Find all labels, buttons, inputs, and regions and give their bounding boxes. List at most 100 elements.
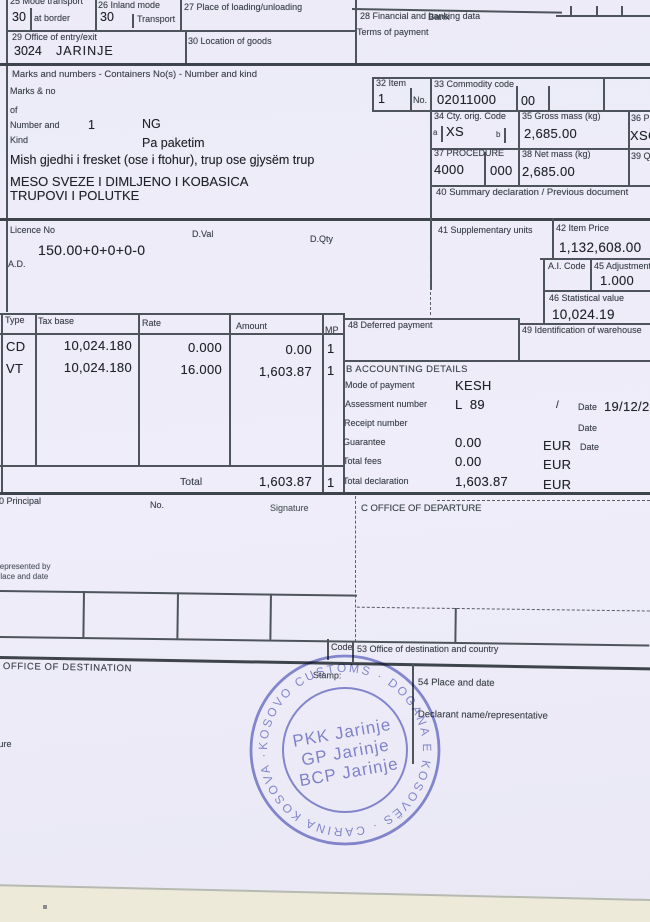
tax-col-amount: Amount (236, 321, 268, 331)
goods-description-albanian: Mish gjedhi i fresket (ose i ftohur), tr… (10, 153, 315, 167)
tax-total-mp: 1 (327, 475, 335, 490)
stamp-inner-ring (282, 687, 408, 813)
total-declaration-label: Total declaration (343, 476, 409, 486)
box33-commodity-code: 02011000 (437, 92, 497, 107)
marks-number-value: 1 (88, 118, 95, 132)
signature-label: Signature (270, 503, 309, 513)
goods-description-line1: MESO SVEZE I DIMLJENO I KOBASICA (10, 174, 249, 189)
grid-line (0, 313, 344, 315)
grid-line (322, 313, 324, 493)
grid-line (6, 0, 8, 312)
box38-label: 38 Net mass (kg) (522, 149, 591, 159)
box41-label: 41 Supplementary units (438, 225, 533, 235)
grid-line (518, 110, 520, 185)
marks-kind-label: Kind (10, 135, 29, 145)
tax-col-rate: Rate (142, 318, 162, 328)
grid-line (548, 86, 550, 110)
box32-value: 1 (378, 92, 385, 106)
box34-b-label: b (496, 130, 501, 139)
c-office-departure-label: C OFFICE OF DEPARTURE (361, 503, 482, 514)
assessment-number-value: L 89 (455, 397, 485, 412)
grid-line (176, 592, 179, 639)
accounting-title: B ACCOUNTING DETAILS (346, 364, 468, 375)
tax-row-type: CD (6, 339, 26, 354)
box34-a-label: a (433, 128, 438, 137)
box37-procedure-code: 4000 (434, 162, 465, 177)
licence-value: 150.00+0+0+0-0 (38, 242, 146, 258)
grid-line (372, 77, 650, 79)
box42-item-price: 1,132,608.00 (559, 240, 642, 255)
grid-line (355, 496, 356, 642)
grid-line (430, 185, 650, 187)
assessment-slash: / (556, 400, 560, 411)
tax-row-mp: 1 (327, 341, 335, 356)
tax-row-type: VT (6, 361, 24, 376)
assessment-date-value: 19/12/201 (604, 399, 650, 414)
marks-no-label: Marks & no (10, 86, 56, 96)
grid-line (504, 128, 506, 143)
box30-label: 30 Location of goods (188, 36, 272, 46)
grid-line (269, 593, 272, 640)
box29-label: 29 Office of entry/exit (12, 32, 97, 42)
grid-line (327, 639, 329, 660)
box28-terms-label: Terms of payment (357, 27, 429, 37)
tax-row-rate: 0.000 (187, 340, 222, 355)
grid-line (441, 126, 443, 142)
grid-line (82, 591, 85, 638)
grid-line (516, 86, 518, 110)
box35-gross-mass: 2,685.00 (524, 126, 578, 141)
assessment-date-label: Date (578, 402, 598, 412)
ai-code-label: A.I. Code (548, 261, 586, 271)
box49-label: 49 Identification of warehouse (522, 325, 642, 335)
grid-line (603, 77, 605, 110)
mode-of-payment-label: Mode of payment (345, 380, 415, 390)
grid-line (430, 262, 431, 315)
box34-country-value: XS (446, 124, 464, 139)
grid-line (0, 465, 344, 467)
box26-label: 26 Inland mode (98, 0, 161, 10)
mode-of-payment-value: KESH (455, 378, 492, 393)
box29-office: JARINJE (56, 44, 114, 58)
box33-code-suffix: 00 (521, 94, 535, 108)
box32-label: 32 Item (376, 78, 407, 88)
tax-col-mp: MP (325, 325, 339, 335)
grid-line (484, 152, 486, 185)
box45-adjustment: 1.000 (600, 273, 635, 288)
grid-line (454, 607, 457, 642)
grid-line (0, 635, 650, 647)
grid-line (621, 6, 623, 15)
total-fees-currency: EUR (543, 457, 572, 472)
grid-line (372, 77, 374, 110)
box25-value: 30 (12, 10, 26, 24)
box48-label: 48 Deferred payment (348, 320, 433, 330)
scan-artifact-dot (43, 905, 47, 909)
box40-label: 40 Summary declaration / Previous docume… (436, 187, 629, 198)
marks-package-code: NG (142, 117, 161, 131)
code-label: Code (331, 642, 353, 652)
box28-label: 28 Financial and banking data (360, 11, 481, 21)
assessment-number-label: Assessment number (345, 399, 428, 409)
tax-col-type: Type (5, 315, 25, 325)
box37-label: 37 PROCEDURE (434, 148, 505, 158)
grid-line (556, 15, 650, 17)
grid-line (343, 318, 518, 320)
customs-stamp: KOSOVO CUSTOMS · DOGANA E KOSOVËS · CARI… (249, 654, 441, 846)
ad-label: A.D. (8, 259, 26, 269)
guarantee-value: 0.00 (455, 435, 482, 450)
marks-number-and-label: Number and (10, 120, 60, 130)
total-declaration-value: 1,603.87 (455, 474, 509, 489)
grid-line (0, 333, 344, 335)
grid-line (518, 318, 520, 360)
empty-cells-row (0, 590, 650, 649)
box53-label: 53 Office of destination and country (357, 644, 499, 654)
grid-line (410, 88, 412, 110)
grid-line (30, 8, 32, 30)
box26-value: 30 (100, 10, 114, 24)
dqty-label: D.Qty (310, 234, 334, 244)
grid-line (185, 30, 187, 63)
total-declaration-currency: EUR (543, 477, 572, 492)
box32-no-label: No. (413, 95, 428, 105)
tax-row-amount: 1,603.87 (258, 364, 312, 379)
grid-line (552, 218, 554, 258)
box46-statistical-value: 10,024.19 (552, 307, 615, 322)
